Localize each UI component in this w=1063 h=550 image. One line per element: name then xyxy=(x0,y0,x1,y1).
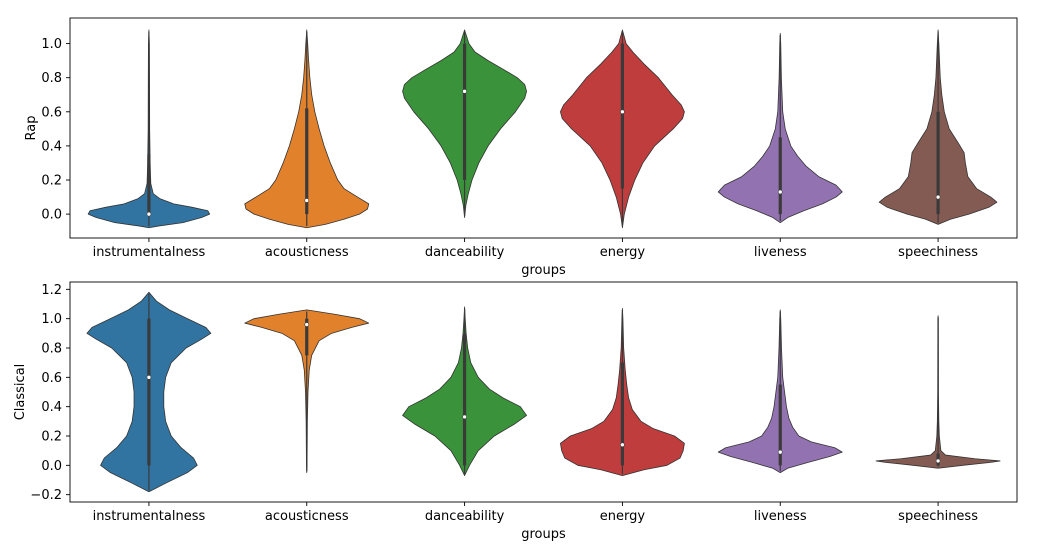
violin-speechiness xyxy=(875,315,1001,469)
violin-danceability xyxy=(402,29,527,218)
y-tick-label: 0.2 xyxy=(41,174,62,189)
axes-frame xyxy=(69,281,1018,503)
x-axis-label: groups xyxy=(521,527,566,542)
y-tick-label: 0.4 xyxy=(41,400,62,415)
violin-instrumentalness xyxy=(86,291,212,493)
y-tick-label: 0.0 xyxy=(41,208,62,223)
subplot-1: 0.0 0.2 0.4 0.6 0.8 1.0 instrumentalness acoust… xyxy=(24,17,1018,278)
y-axis-label: Rap xyxy=(24,116,39,141)
x-tick-label: liveness xyxy=(754,509,807,524)
y-tick-label: 0.8 xyxy=(41,342,62,357)
median-danceability xyxy=(462,414,467,420)
y-tick-label: 0.8 xyxy=(41,71,62,86)
violin-energy xyxy=(560,29,685,229)
violin-danceability xyxy=(402,306,527,476)
y-tick-label: 0.2 xyxy=(41,430,62,445)
y-tick-label: 1.2 xyxy=(41,283,62,298)
violin-speechiness xyxy=(878,29,998,225)
y-tick-label: 1.0 xyxy=(41,312,62,327)
x-tick-label: energy xyxy=(600,245,646,260)
x-tick-label: acousticness xyxy=(265,245,349,260)
violin-acousticness xyxy=(244,29,370,229)
x-tick-label: speechiness xyxy=(898,509,978,524)
violin-energy xyxy=(560,308,685,476)
y-axis-label: Classical xyxy=(13,364,28,421)
y-tick-label: 1.0 xyxy=(41,37,62,52)
median-acousticness xyxy=(304,322,310,327)
x-tick-label: acousticness xyxy=(265,509,349,524)
x-tick-label: danceability xyxy=(425,245,505,260)
violin-liveness xyxy=(717,309,843,474)
x-tick-label: speechiness xyxy=(898,245,978,260)
median-energy xyxy=(620,442,625,448)
subplot-2: −0.2 0.0 0.2 0.4 0.6 0.8 1.0 1.2 instrumentalnes… xyxy=(13,281,1018,542)
x-tick-label: instrumentalness xyxy=(93,245,206,260)
x-tick-label: energy xyxy=(600,509,646,524)
median-instrumentalness xyxy=(146,211,152,217)
axes-frame xyxy=(69,17,1018,239)
violin-acousticness xyxy=(244,309,370,474)
y-tick-label: 0.6 xyxy=(41,105,62,120)
x-tick-label: liveness xyxy=(754,245,807,260)
y-tick-label: 0.4 xyxy=(41,139,62,154)
median-liveness xyxy=(777,189,783,195)
median-acousticness xyxy=(304,198,310,203)
y-tick-label: 0.6 xyxy=(41,371,62,386)
median-energy xyxy=(620,109,625,115)
x-tick-label: instrumentalness xyxy=(93,509,206,524)
x-tick-label: danceability xyxy=(425,509,505,524)
median-liveness xyxy=(777,449,783,455)
violin-instrumentalness xyxy=(87,29,211,229)
median-danceability xyxy=(462,89,467,94)
y-tick-label: −0.2 xyxy=(30,488,62,503)
median-speechiness xyxy=(935,194,941,200)
median-instrumentalness xyxy=(146,375,152,380)
median-speechiness xyxy=(935,458,941,464)
violin-liveness xyxy=(717,32,843,224)
y-tick-label: 0.0 xyxy=(41,459,62,474)
x-axis-label: groups xyxy=(521,263,566,278)
